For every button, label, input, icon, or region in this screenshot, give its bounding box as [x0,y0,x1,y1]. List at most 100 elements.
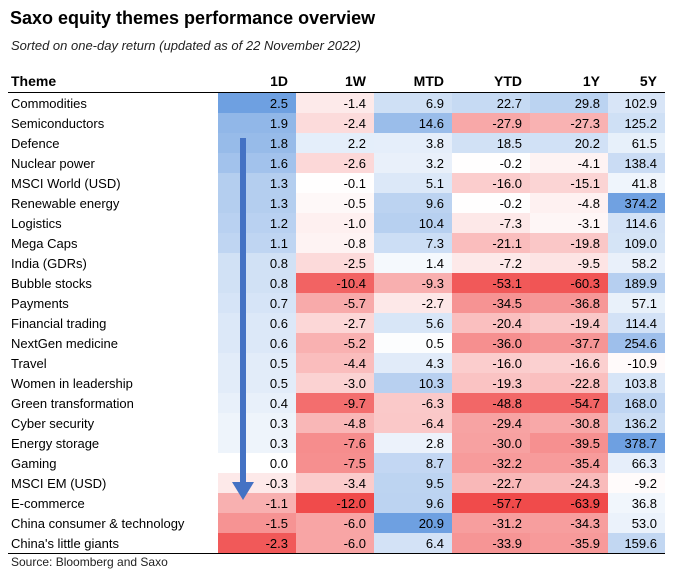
table-row: Financial trading 0.6 -2.7 5.6 -20.4 -19.4 114… [8,313,665,333]
cell-1d: 0.8 [218,253,296,273]
cell-ytd: -32.2 [452,453,530,473]
cell-1w: -4.4 [296,353,374,373]
cell-mtd: -9.3 [374,273,452,293]
cell-5y: 61.5 [608,133,665,153]
cell-5y: 189.9 [608,273,665,293]
cell-ytd: -27.9 [452,113,530,133]
cell-1d: 0.0 [218,453,296,473]
cell-5y: 378.7 [608,433,665,453]
theme-label: China consumer & technology [11,515,185,531]
cell-5y: 103.8 [608,373,665,393]
cell-1y: -54.7 [530,393,608,413]
cell-ytd: 22.7 [452,92,530,113]
cell-ytd: -31.2 [452,513,530,533]
cell-5y: 57.1 [608,293,665,313]
cell-1w: -0.5 [296,193,374,213]
cell-1d: -2.3 [218,533,296,554]
theme-label: Financial trading [11,315,107,331]
cell-ytd: -29.4 [452,413,530,433]
cell-ytd: -7.3 [452,213,530,233]
table-row: Bubble stocks 0.8 -10.4 -9.3 -53.1 -60.3 189.9 [8,273,665,293]
table-row: Mega Caps 1.1 -0.8 7.3 -21.1 -19.8 109.0 [8,233,665,253]
cell-1w: -2.4 [296,113,374,133]
cell-5y: 109.0 [608,233,665,253]
cell-1d: 1.3 [218,193,296,213]
theme-label: Renewable energy [11,195,120,211]
cell-1y: -4.8 [530,193,608,213]
table-row: China consumer & technology -1.5 -6.0 20.9-… [8,513,665,533]
theme-label: Commodities [11,95,87,111]
cell-5y: 66.3 [608,453,665,473]
cell-1y: -63.9 [530,493,608,513]
theme-label: Mega Caps [11,235,78,251]
table-row: Green transformation 0.4 -9.7 -6.3 -48.8 -54.… [8,393,665,413]
theme-label: Payments [11,295,69,311]
cell-1d: 0.3 [218,433,296,453]
header-row: Theme 1D 1W MTD YTD 1Y 5Y [8,70,665,93]
cell-mtd: 3.2 [374,153,452,173]
cell-1y: -24.3 [530,473,608,493]
cell-mtd: -6.3 [374,393,452,413]
cell-5y: -9.2 [608,473,665,493]
theme-label: Logistics [11,215,62,231]
cell-1d: -0.3 [218,473,296,493]
cell-1d: 1.1 [218,233,296,253]
cell-ytd: -16.0 [452,353,530,373]
cell-1y: 29.8 [530,92,608,113]
table-row: Commodities 2.5 -1.4 6.9 22.7 29.8 102.9 [8,92,665,113]
cell-1w: -5.7 [296,293,374,313]
cell-1w: -6.0 [296,533,374,554]
cell-1y: -22.8 [530,373,608,393]
cell-mtd: -2.7 [374,293,452,313]
cell-mtd: 20.9 [374,513,452,533]
cell-mtd: 5.1 [374,173,452,193]
column-header-1w: 1W [296,70,374,93]
cell-1w: 2.2 [296,133,374,153]
cell-ytd: -34.5 [452,293,530,313]
cell-5y: 125.2 [608,113,665,133]
table-row: MSCI World (USD) 1.3 -0.1 5.1 -16.0 -15.1 41.8 [8,173,665,193]
cell-1d: 2.5 [218,92,296,113]
cell-mtd: -6.4 [374,413,452,433]
cell-1d: 1.8 [218,133,296,153]
cell-1y: -16.6 [530,353,608,373]
cell-ytd: -22.7 [452,473,530,493]
cell-1w: -10.4 [296,273,374,293]
cell-1y: -9.5 [530,253,608,273]
theme-label: China's little giants [8,533,218,554]
theme-label: Bubble stocks [11,275,92,291]
chart-title: Saxo equity themes performance overview [10,8,376,28]
cell-1d: -1.1 [218,493,296,513]
table-row: China's little giants -2.3 -6.0 6.4 -33.9 -35… [8,533,665,554]
column-header-5y: 5Y [608,70,665,93]
cell-1d: 0.5 [218,353,296,373]
table-row: Cyber security 0.3 -4.8 -6.4 -29.4 -30.8 136.2 [8,413,665,433]
column-header-ytd: YTD [452,70,530,93]
cell-mtd: 2.8 [374,433,452,453]
cell-ytd: -57.7 [452,493,530,513]
theme-label: Energy storage [11,435,100,451]
theme-label: Gaming [11,455,57,471]
column-header-mtd: MTD [374,70,452,93]
cell-1w: -4.8 [296,413,374,433]
cell-1d: 0.5 [218,373,296,393]
cell-mtd: 1.4 [374,253,452,273]
table-row: Gaming 0.0 -7.5 8.7 -32.2 -35.4 66.3 [8,453,665,473]
cell-1y: -4.1 [530,153,608,173]
column-header-1y: 1Y [530,70,608,93]
cell-ytd: -20.4 [452,313,530,333]
cell-1w: -1.0 [296,213,374,233]
performance-heatmap-table: Theme 1D 1W MTD YTD 1Y 5Y Commodities 2.5… [8,70,665,554]
theme-label: Women in leadership [11,375,133,391]
theme-label: Cyber security [11,415,95,431]
chart-subtitle: Sorted on one-day return (updated as of … [11,38,361,53]
heatmap-body: Commodities 2.5 -1.4 6.9 22.7 29.8 102.9 Semico… [8,92,665,554]
cell-ytd: -0.2 [452,153,530,173]
cell-mtd: 4.3 [374,353,452,373]
theme-label: Travel [11,355,47,371]
cell-5y: 58.2 [608,253,665,273]
table-row: Logistics 1.2 -1.0 10.4 -7.3 -3.1 114.6 [8,213,665,233]
cell-1d: 0.8 [218,273,296,293]
column-header-theme: Theme [8,70,218,93]
cell-5y: 168.0 [608,393,665,413]
